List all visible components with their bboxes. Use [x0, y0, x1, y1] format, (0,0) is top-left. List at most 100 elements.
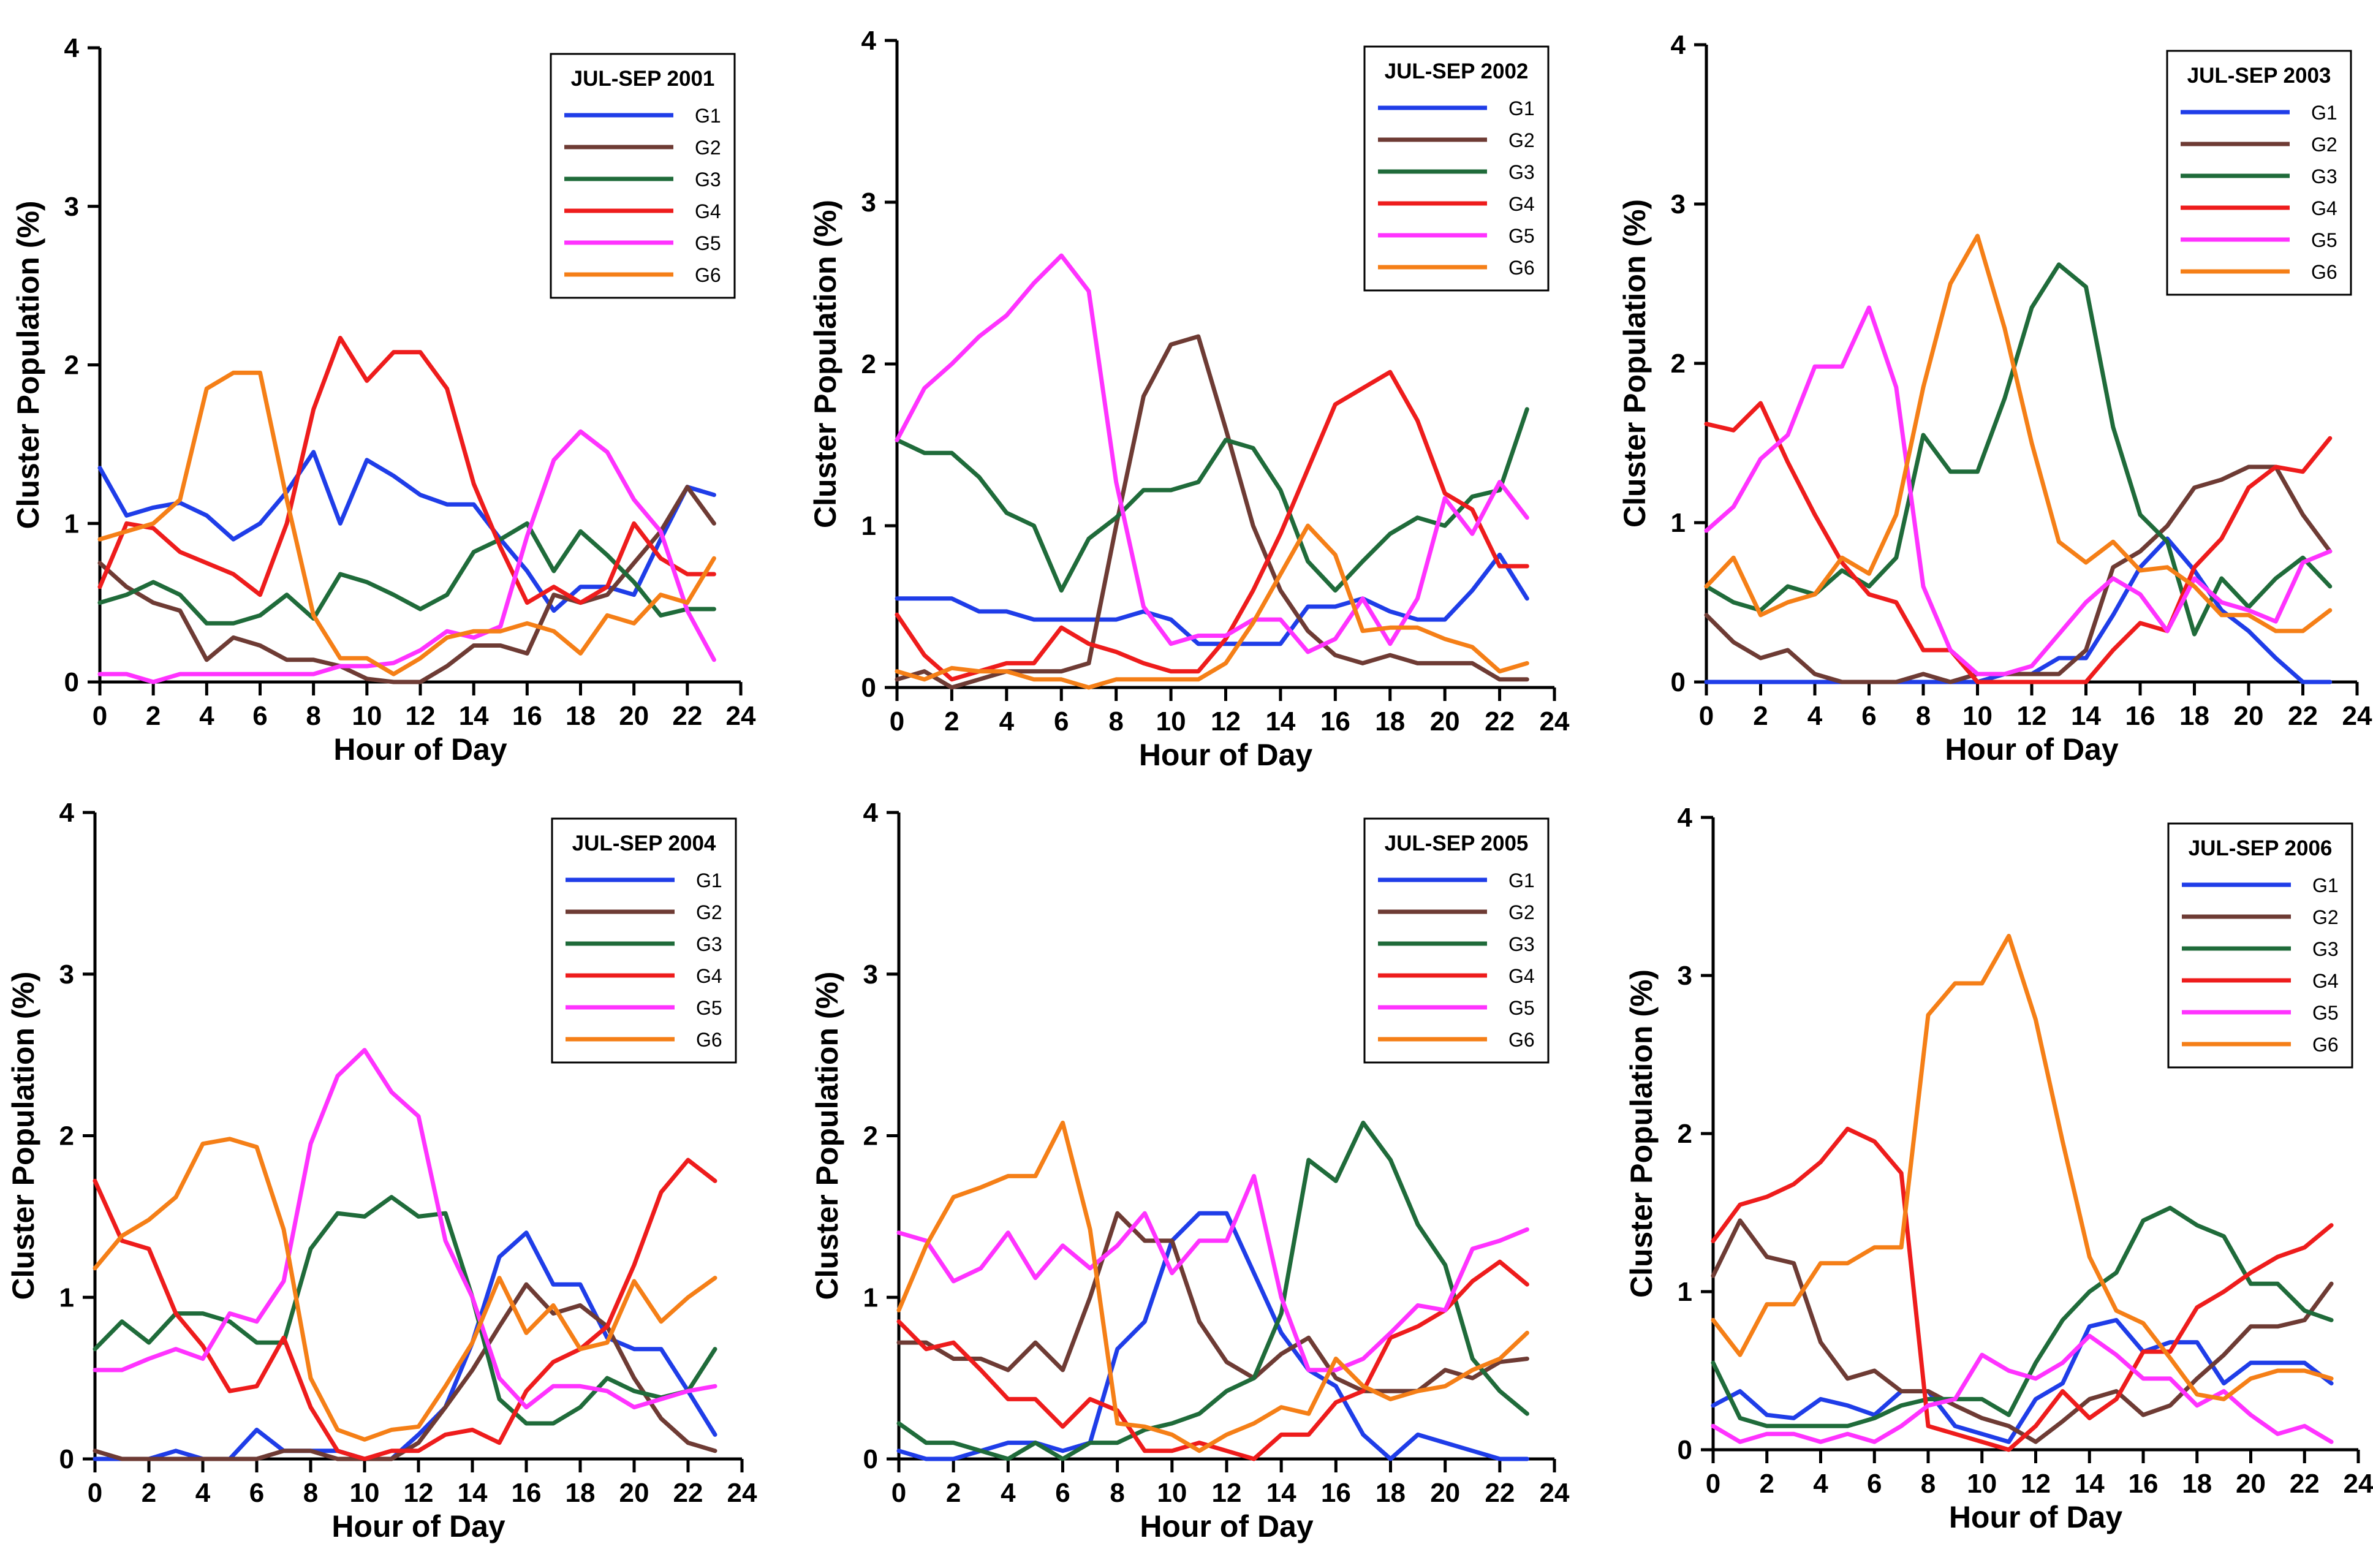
series-line-g6 [896, 1120, 1529, 1453]
x-tick-label: 20 [2234, 701, 2264, 731]
legend-label-g1: G1 [696, 869, 722, 892]
legend-label-g5: G5 [695, 232, 721, 254]
legend-label-g1: G1 [1508, 869, 1535, 892]
y-tick-label: 2 [64, 350, 79, 381]
y-tick-label: 4 [59, 798, 75, 828]
x-tick-label: 0 [1706, 1469, 1720, 1499]
x-tick-label: 12 [2021, 1469, 2051, 1499]
y-tick-label: 3 [64, 192, 79, 222]
legend-label-g5: G5 [2312, 1002, 2339, 1024]
x-tick-label: 18 [1375, 706, 1405, 737]
y-tick-label: 3 [1678, 961, 1692, 991]
legend-label-g5: G5 [1508, 225, 1535, 247]
x-tick-label: 16 [1321, 1478, 1351, 1508]
legend-title: JUL-SEP 2001 [571, 67, 715, 91]
x-tick-label: 18 [1376, 1478, 1406, 1508]
legend-label-g5: G5 [696, 997, 722, 1019]
series-line-g5 [97, 429, 716, 684]
x-tick-label: 10 [350, 1478, 380, 1508]
series-line-g1 [1711, 1317, 2334, 1444]
y-tick-label: 1 [861, 511, 876, 541]
legend: JUL-SEP 2003 G1 G2 G3 G4 G5 G6 [2166, 50, 2352, 296]
x-tick-label: 20 [1430, 706, 1460, 737]
y-tick-label: 2 [59, 1121, 74, 1151]
legend-label-g2: G2 [2311, 134, 2337, 156]
x-tick-label: 4 [1807, 701, 1823, 731]
x-axis-title: Hour of Day [1139, 738, 1313, 772]
legend-label-g4: G4 [696, 965, 722, 987]
legend-label-g6: G6 [2312, 1034, 2339, 1056]
legend-label-g6: G6 [2311, 261, 2337, 283]
y-tick-label: 4 [861, 26, 877, 56]
y-tick-label: 4 [863, 798, 879, 828]
x-axis-title: Hour of Day [333, 732, 507, 767]
x-tick-label: 24 [1540, 1478, 1570, 1508]
x-tick-label: 20 [2236, 1469, 2266, 1499]
x-tick-label: 22 [2288, 701, 2318, 731]
y-tick-label: 1 [59, 1282, 74, 1312]
legend-label-g2: G2 [696, 901, 722, 923]
x-tick-label: 8 [303, 1478, 318, 1508]
legend-box [1363, 817, 1550, 1064]
series-line-g2 [1704, 464, 2333, 684]
legend-label-g1: G1 [695, 105, 721, 127]
series-line-g4 [97, 336, 716, 605]
y-tick-label: 4 [64, 33, 80, 63]
y-tick-label: 4 [1678, 803, 1693, 833]
x-tick-label: 6 [252, 701, 267, 731]
x-tick-label: 8 [306, 701, 320, 731]
legend-label-g3: G3 [1508, 161, 1535, 183]
series-line-g5 [895, 253, 1529, 654]
x-axis-title: Hour of Day [1945, 732, 2119, 767]
y-tick-label: 2 [1678, 1119, 1692, 1149]
x-tick-label: 14 [2071, 701, 2101, 731]
y-axis-title: Cluster Population (%) [1618, 199, 1652, 528]
x-tick-label: 22 [673, 1478, 703, 1508]
x-tick-label: 24 [2342, 701, 2372, 731]
x-tick-label: 22 [2290, 1469, 2320, 1499]
y-tick-label: 3 [863, 960, 878, 990]
x-tick-label: 16 [512, 1478, 542, 1508]
series-line-g4 [895, 369, 1529, 682]
x-tick-label: 6 [249, 1478, 264, 1508]
legend-label-g1: G1 [2312, 874, 2339, 896]
y-tick-label: 0 [863, 1444, 878, 1474]
legend-label-g3: G3 [696, 933, 722, 955]
x-tick-label: 0 [891, 1478, 906, 1508]
x-tick-label: 18 [2179, 701, 2209, 731]
series-line-g3 [93, 1195, 717, 1426]
y-tick-label: 0 [64, 667, 79, 697]
series-line-g2 [97, 485, 716, 684]
x-tick-label: 20 [619, 701, 649, 731]
legend-label-g2: G2 [2312, 906, 2339, 928]
legend-label-g4: G4 [2312, 970, 2339, 992]
x-axis-title: Hour of Day [1949, 1500, 2123, 1534]
x-tick-label: 12 [1211, 706, 1241, 737]
x-tick-label: 14 [2075, 1469, 2105, 1499]
x-tick-label: 0 [1699, 701, 1714, 731]
x-tick-label: 24 [1540, 706, 1570, 737]
x-tick-label: 8 [1108, 706, 1123, 737]
x-axis-title: Hour of Day [1140, 1509, 1314, 1543]
series-line-g2 [1711, 1218, 2334, 1444]
legend-label-g6: G6 [696, 1029, 722, 1051]
x-tick-label: 20 [619, 1478, 649, 1508]
legend: JUL-SEP 2005 G1 G2 G3 G4 G5 G6 [1363, 817, 1550, 1064]
x-axis-title: Hour of Day [331, 1509, 505, 1543]
x-tick-label: 18 [2182, 1469, 2212, 1499]
x-tick-label: 4 [1813, 1469, 1828, 1499]
y-tick-label: 1 [1678, 1277, 1692, 1307]
x-tick-label: 12 [406, 701, 436, 731]
y-tick-label: 0 [59, 1444, 74, 1474]
series-line-g6 [1704, 233, 2333, 634]
x-tick-label: 4 [195, 1478, 211, 1508]
legend-label-g4: G4 [695, 200, 721, 222]
x-tick-label: 12 [2017, 701, 2047, 731]
x-tick-label: 2 [944, 706, 959, 737]
x-tick-label: 4 [999, 706, 1015, 737]
x-tick-label: 18 [566, 1478, 596, 1508]
